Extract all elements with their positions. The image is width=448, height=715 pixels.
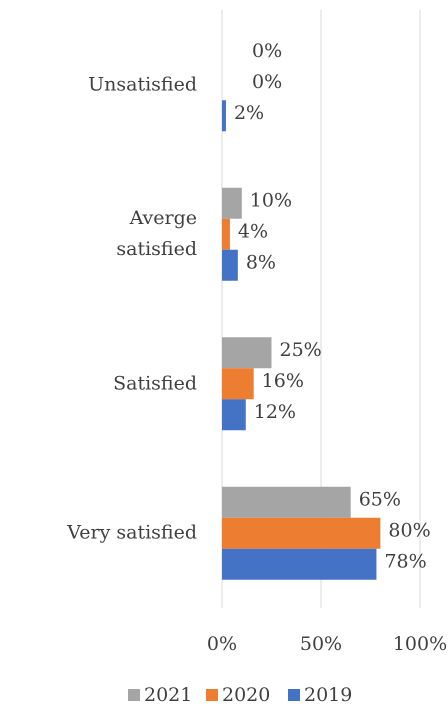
data-label: 78%: [384, 550, 426, 572]
bar: [222, 187, 242, 219]
data-label: 16%: [262, 370, 304, 392]
category-label: Averge satisfied: [116, 207, 197, 261]
data-label: 25%: [280, 339, 322, 361]
x-tick-label: 0%: [207, 633, 237, 655]
legend-label: 2021: [144, 684, 192, 706]
data-label: 80%: [388, 519, 430, 541]
data-label: 2%: [234, 102, 264, 124]
data-label: 0%: [252, 40, 282, 62]
bar: [222, 249, 238, 281]
bar: [222, 218, 230, 250]
category-label: Very satisfied: [67, 521, 197, 544]
bar: [222, 548, 377, 580]
bar: [222, 368, 254, 400]
legend-label: 2020: [222, 684, 270, 706]
category-label: Satisfied: [113, 372, 197, 395]
data-label: 65%: [359, 488, 401, 510]
bar: [222, 517, 381, 549]
legend-swatch: [288, 689, 300, 701]
category-label: Unsatisfied: [88, 73, 197, 96]
bar: [222, 100, 226, 132]
legend-swatch: [206, 689, 218, 701]
data-label: 12%: [254, 401, 296, 423]
bar: [222, 486, 351, 518]
bar: [222, 337, 272, 369]
bar: [222, 399, 246, 431]
x-tick-label: 100%: [393, 633, 447, 655]
x-tick-label: 50%: [300, 633, 342, 655]
legend-label: 2019: [304, 684, 352, 706]
data-label: 10%: [250, 189, 292, 211]
data-label: 4%: [238, 220, 268, 242]
data-label: 0%: [252, 71, 282, 93]
legend-swatch: [128, 689, 140, 701]
data-label: 8%: [246, 251, 276, 273]
